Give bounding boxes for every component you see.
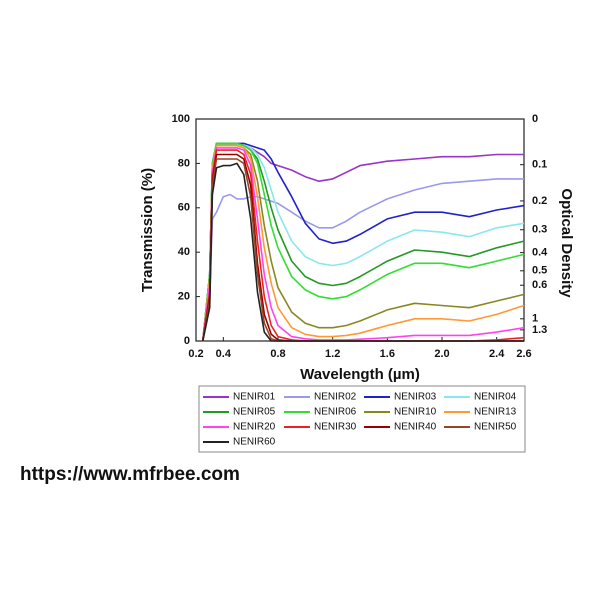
y-tick-label: 60 [178, 202, 190, 214]
y-tick-label: 100 [172, 113, 190, 125]
legend-label: NENIR20 [233, 422, 276, 433]
y2-tick-label: 0.3 [532, 224, 547, 236]
y-tick-label: 40 [178, 246, 190, 258]
y2-tick-label: 1 [532, 313, 538, 325]
url-text: https://www.mfrbee.com [20, 464, 240, 485]
x-tick-label: 1.6 [380, 348, 395, 360]
y2-tick-label: 0.4 [532, 247, 548, 259]
y2-tick-label: 0.6 [532, 279, 547, 291]
legend-label: NENIR40 [394, 422, 437, 433]
series-line [202, 147, 525, 342]
y2-tick-label: 0.5 [532, 265, 547, 277]
series-line [202, 162, 524, 342]
legend-label: NENIR02 [314, 392, 357, 403]
x-tick-label: 0.8 [270, 348, 285, 360]
y2-tick-label: 0 [532, 113, 538, 125]
legend-label: NENIR10 [394, 407, 437, 418]
y2-tick-label: 0.1 [532, 159, 547, 171]
legend-label: NENIR04 [474, 392, 517, 403]
x-tick-label: 2.6 [516, 348, 531, 360]
series-line [202, 142, 525, 342]
y-tick-label: 20 [178, 291, 190, 303]
legend-label: NENIR30 [314, 422, 357, 433]
legend-label: NENIR06 [314, 407, 357, 418]
x-tick-label: 0.4 [216, 348, 232, 360]
y2-tick-label: 1.3 [532, 324, 547, 336]
series-line [202, 149, 525, 342]
legend-label: NENIR50 [474, 422, 517, 433]
x-axis-title: Wavelength (µm) [300, 366, 420, 383]
y-tick-label: 0 [184, 335, 190, 347]
legend-label: NENIR01 [233, 392, 276, 403]
legend-label: NENIR13 [474, 407, 517, 418]
y2-tick-label: 0.2 [532, 195, 547, 207]
x-tick-label: 2.0 [434, 348, 449, 360]
series-line [202, 178, 524, 342]
legend-label: NENIR05 [233, 407, 276, 418]
y-axis-title: Transmission (%) [139, 168, 156, 292]
y-tick-label: 80 [178, 157, 190, 169]
y2-axis-title: Optical Density [558, 188, 575, 298]
legend-label: NENIR03 [394, 392, 437, 403]
x-tick-label: 0.2 [188, 348, 203, 360]
x-tick-label: 2.4 [489, 348, 505, 360]
series-line [202, 144, 525, 342]
legend-label: NENIR60 [233, 437, 276, 448]
legend-box [198, 385, 526, 453]
x-tick-label: 1.2 [325, 348, 340, 360]
